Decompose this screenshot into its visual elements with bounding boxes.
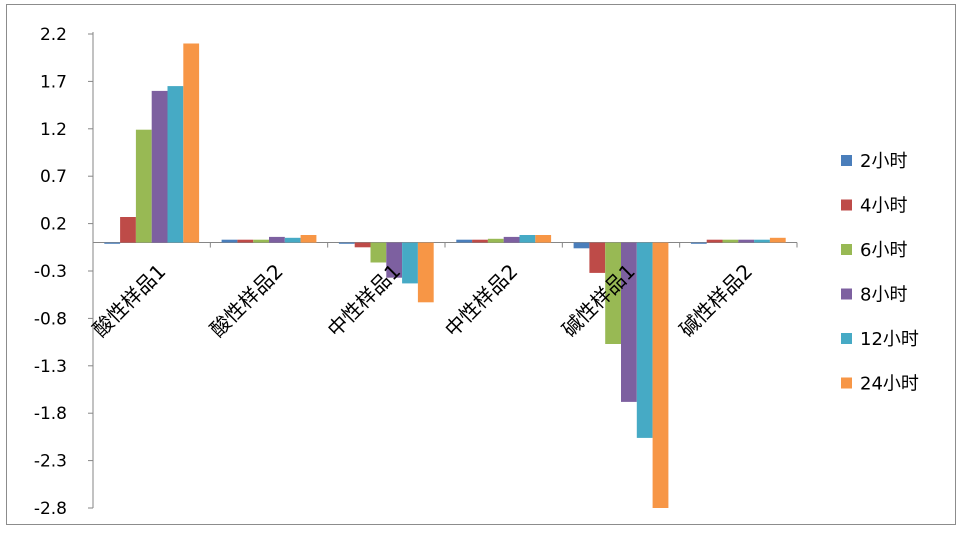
bar-2-4 [605, 242, 621, 344]
bar-0-5 [690, 242, 707, 244]
bar-5-3 [535, 235, 552, 243]
category-label: 碱性样品2 [675, 259, 758, 342]
bars [104, 43, 786, 508]
y-tick-label: 1.7 [40, 72, 67, 92]
bar-2-0 [135, 129, 152, 243]
legend-label: 6小时 [860, 240, 907, 261]
bar-0-4 [573, 242, 590, 249]
bar-0-1 [221, 239, 238, 243]
bar-2-3 [487, 238, 504, 243]
bar-1-4 [589, 242, 606, 273]
bar-1-2 [354, 242, 371, 248]
y-tick-label: -2.3 [34, 452, 67, 472]
bar-3-2 [386, 242, 403, 278]
legend: 2小时 4小时 6小时 8小时 12小时 24小时 [841, 151, 919, 395]
y-tick-label: 0.7 [40, 167, 67, 187]
y-tick-label: 0.2 [40, 215, 67, 235]
bar-4-1 [284, 237, 301, 243]
bar-3-1 [269, 236, 285, 243]
bar-0-2 [338, 242, 355, 244]
bar-5-0 [183, 43, 200, 243]
bar-5-1 [300, 235, 317, 243]
bar-1-5 [706, 239, 723, 243]
y-tick-label: -2.8 [34, 499, 67, 519]
legend-swatch [841, 377, 852, 389]
y-tick-labels: 2.2 1.7 1.2 0.7 0.2 -0.3 -0.8 -1.3 -1.8 -2.3 -2.8 [34, 25, 67, 519]
legend-swatch [841, 199, 852, 211]
bar-4-2 [402, 242, 418, 284]
bar-5-4 [652, 242, 669, 508]
bar-4-3 [519, 235, 536, 243]
bar-1-0 [120, 217, 136, 243]
bar-3-4 [621, 242, 637, 402]
category-label: 酸性样品1 [88, 259, 171, 342]
y-tick-label: -0.3 [34, 262, 67, 282]
legend-label: 8小时 [860, 285, 907, 306]
bar-4-5 [754, 239, 770, 243]
bar-3-3 [503, 236, 520, 243]
bar-5-5 [769, 237, 786, 243]
legend-label: 4小时 [860, 196, 907, 217]
bar-1-3 [472, 239, 488, 243]
legend-swatch [841, 244, 852, 255]
legend-label: 12小时 [860, 329, 919, 350]
bar-4-4 [636, 242, 653, 438]
bar-2-5 [722, 239, 739, 243]
bar-3-5 [738, 239, 755, 243]
legend-swatch [841, 288, 852, 300]
bar-3-0 [151, 90, 168, 243]
bar-0-3 [456, 239, 473, 243]
y-tick-label: -0.8 [34, 309, 67, 329]
legend-label: 2小时 [860, 151, 907, 172]
category-label: 中性样品2 [440, 259, 523, 342]
legend-swatch [841, 333, 852, 344]
bar-5-2 [417, 242, 434, 303]
chart-frame [6, 4, 956, 525]
bar-2-1 [253, 239, 269, 243]
bar-0-0 [104, 242, 121, 244]
y-tick-label: -1.3 [34, 357, 67, 377]
y-tick-label: -1.8 [34, 404, 67, 424]
category-label: 酸性样品2 [205, 259, 288, 342]
bar-2-2 [370, 242, 387, 263]
bar-1-1 [237, 239, 254, 243]
legend-swatch [841, 155, 852, 166]
bar-4-0 [167, 86, 184, 243]
legend-label: 24小时 [860, 374, 919, 395]
y-tick-label: 1.2 [40, 120, 67, 140]
category-label: 中性样品1 [323, 259, 406, 342]
axes [88, 32, 798, 509]
y-tick-label: 2.2 [40, 25, 67, 45]
